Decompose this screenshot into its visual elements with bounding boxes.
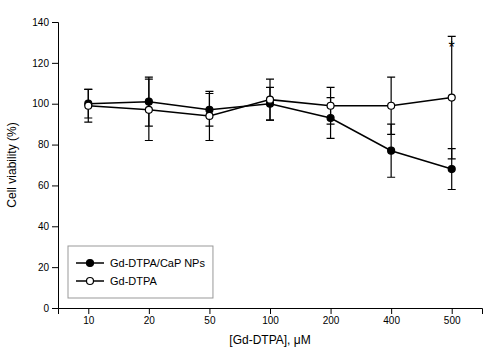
legend-label: Gd-DTPA/CaP NPs [110, 257, 205, 269]
error-bar [327, 87, 335, 124]
point [145, 106, 152, 113]
x-tick-mark [391, 308, 392, 314]
x-tick-mark [149, 308, 150, 314]
legend-marker [87, 260, 94, 267]
error-bar [266, 79, 274, 120]
x-axis-line [59, 309, 483, 315]
x-tick: 10 [83, 308, 95, 326]
x-tick-mark [331, 308, 332, 314]
y-tick-label: 20 [38, 262, 50, 273]
y-axis: 0 20 40 60 80 100 120 140 [32, 17, 58, 314]
x-tick-label: 20 [144, 315, 156, 326]
y-axis-title: Cell viability (%) [5, 122, 19, 207]
chart: 10 20 50 100 200 400 500 0 20 40 60 80 100 120 140 * Gd-… [0, 0, 500, 354]
y-tick: 20 [38, 262, 58, 273]
x-tick-mark [209, 308, 210, 314]
error-bar [205, 91, 213, 140]
x-axis-title: [Gd-DTPA], μM [229, 333, 310, 347]
y-tick-label: 40 [38, 221, 50, 232]
y-axis-line [52, 23, 59, 309]
error-bar [84, 89, 92, 122]
point [448, 94, 455, 101]
y-tick-label: 60 [38, 180, 50, 191]
y-tick: 40 [38, 221, 58, 232]
point [267, 96, 274, 103]
y-tick-label: 0 [43, 303, 49, 314]
plot: 10 20 50 100 200 400 500 0 20 40 60 80 100 120 140 * Gd-… [32, 17, 482, 326]
point [327, 102, 334, 109]
legend: Gd-DTPA/CaP NPs Gd-DTPA [68, 246, 213, 298]
y-tick-label: 140 [32, 17, 49, 28]
legend-item: Gd-DTPA/CaP NPs [76, 257, 205, 269]
legend-label: Gd-DTPA [110, 275, 158, 287]
error-bar [145, 79, 153, 140]
y-tick-mark [52, 145, 58, 146]
y-tick-mark [52, 63, 58, 64]
y-tick-mark [52, 185, 58, 186]
x-tick: 100 [262, 308, 279, 326]
y-tick-mark [52, 267, 58, 268]
y-tick-label: 80 [38, 139, 50, 150]
y-tick: 60 [38, 180, 58, 191]
y-tick-mark [52, 308, 58, 309]
legend-item: Gd-DTPA [76, 275, 158, 287]
x-tick-label: 10 [83, 315, 95, 326]
series [84, 36, 455, 159]
x-tick-label: 100 [262, 315, 279, 326]
error-bar [448, 36, 456, 159]
x-tick-mark [270, 308, 271, 314]
x-tick-mark [88, 308, 89, 314]
legend-marker [87, 278, 94, 285]
y-tick-mark [52, 104, 58, 105]
x-tick-label: 500 [444, 315, 461, 326]
x-tick-label: 50 [204, 315, 216, 326]
error-bar [387, 77, 395, 134]
y-tick: 120 [32, 58, 58, 69]
point [448, 166, 455, 173]
y-tick-mark [52, 22, 58, 23]
x-tick: 400 [383, 308, 400, 326]
x-tick-label: 200 [323, 315, 340, 326]
point [85, 102, 92, 109]
annotation: * [449, 39, 455, 56]
x-tick-mark [452, 308, 453, 314]
y-tick-label: 120 [32, 58, 49, 69]
point [206, 112, 213, 119]
y-tick: 0 [43, 303, 58, 314]
x-tick-label: 400 [383, 315, 400, 326]
point [388, 102, 395, 109]
y-tick-mark [52, 226, 58, 227]
y-tick: 80 [38, 139, 58, 150]
point [388, 147, 395, 154]
x-tick: 20 [144, 308, 156, 326]
x-axis: 10 20 50 100 200 400 500 [59, 308, 483, 326]
y-tick: 140 [32, 17, 58, 28]
y-tick-label: 100 [32, 98, 49, 109]
marks [84, 36, 455, 189]
series [84, 77, 455, 189]
legend-frame [68, 246, 213, 298]
x-tick: 50 [204, 308, 216, 326]
x-tick: 500 [444, 308, 461, 326]
y-tick: 100 [32, 98, 58, 109]
x-tick: 200 [323, 308, 340, 326]
